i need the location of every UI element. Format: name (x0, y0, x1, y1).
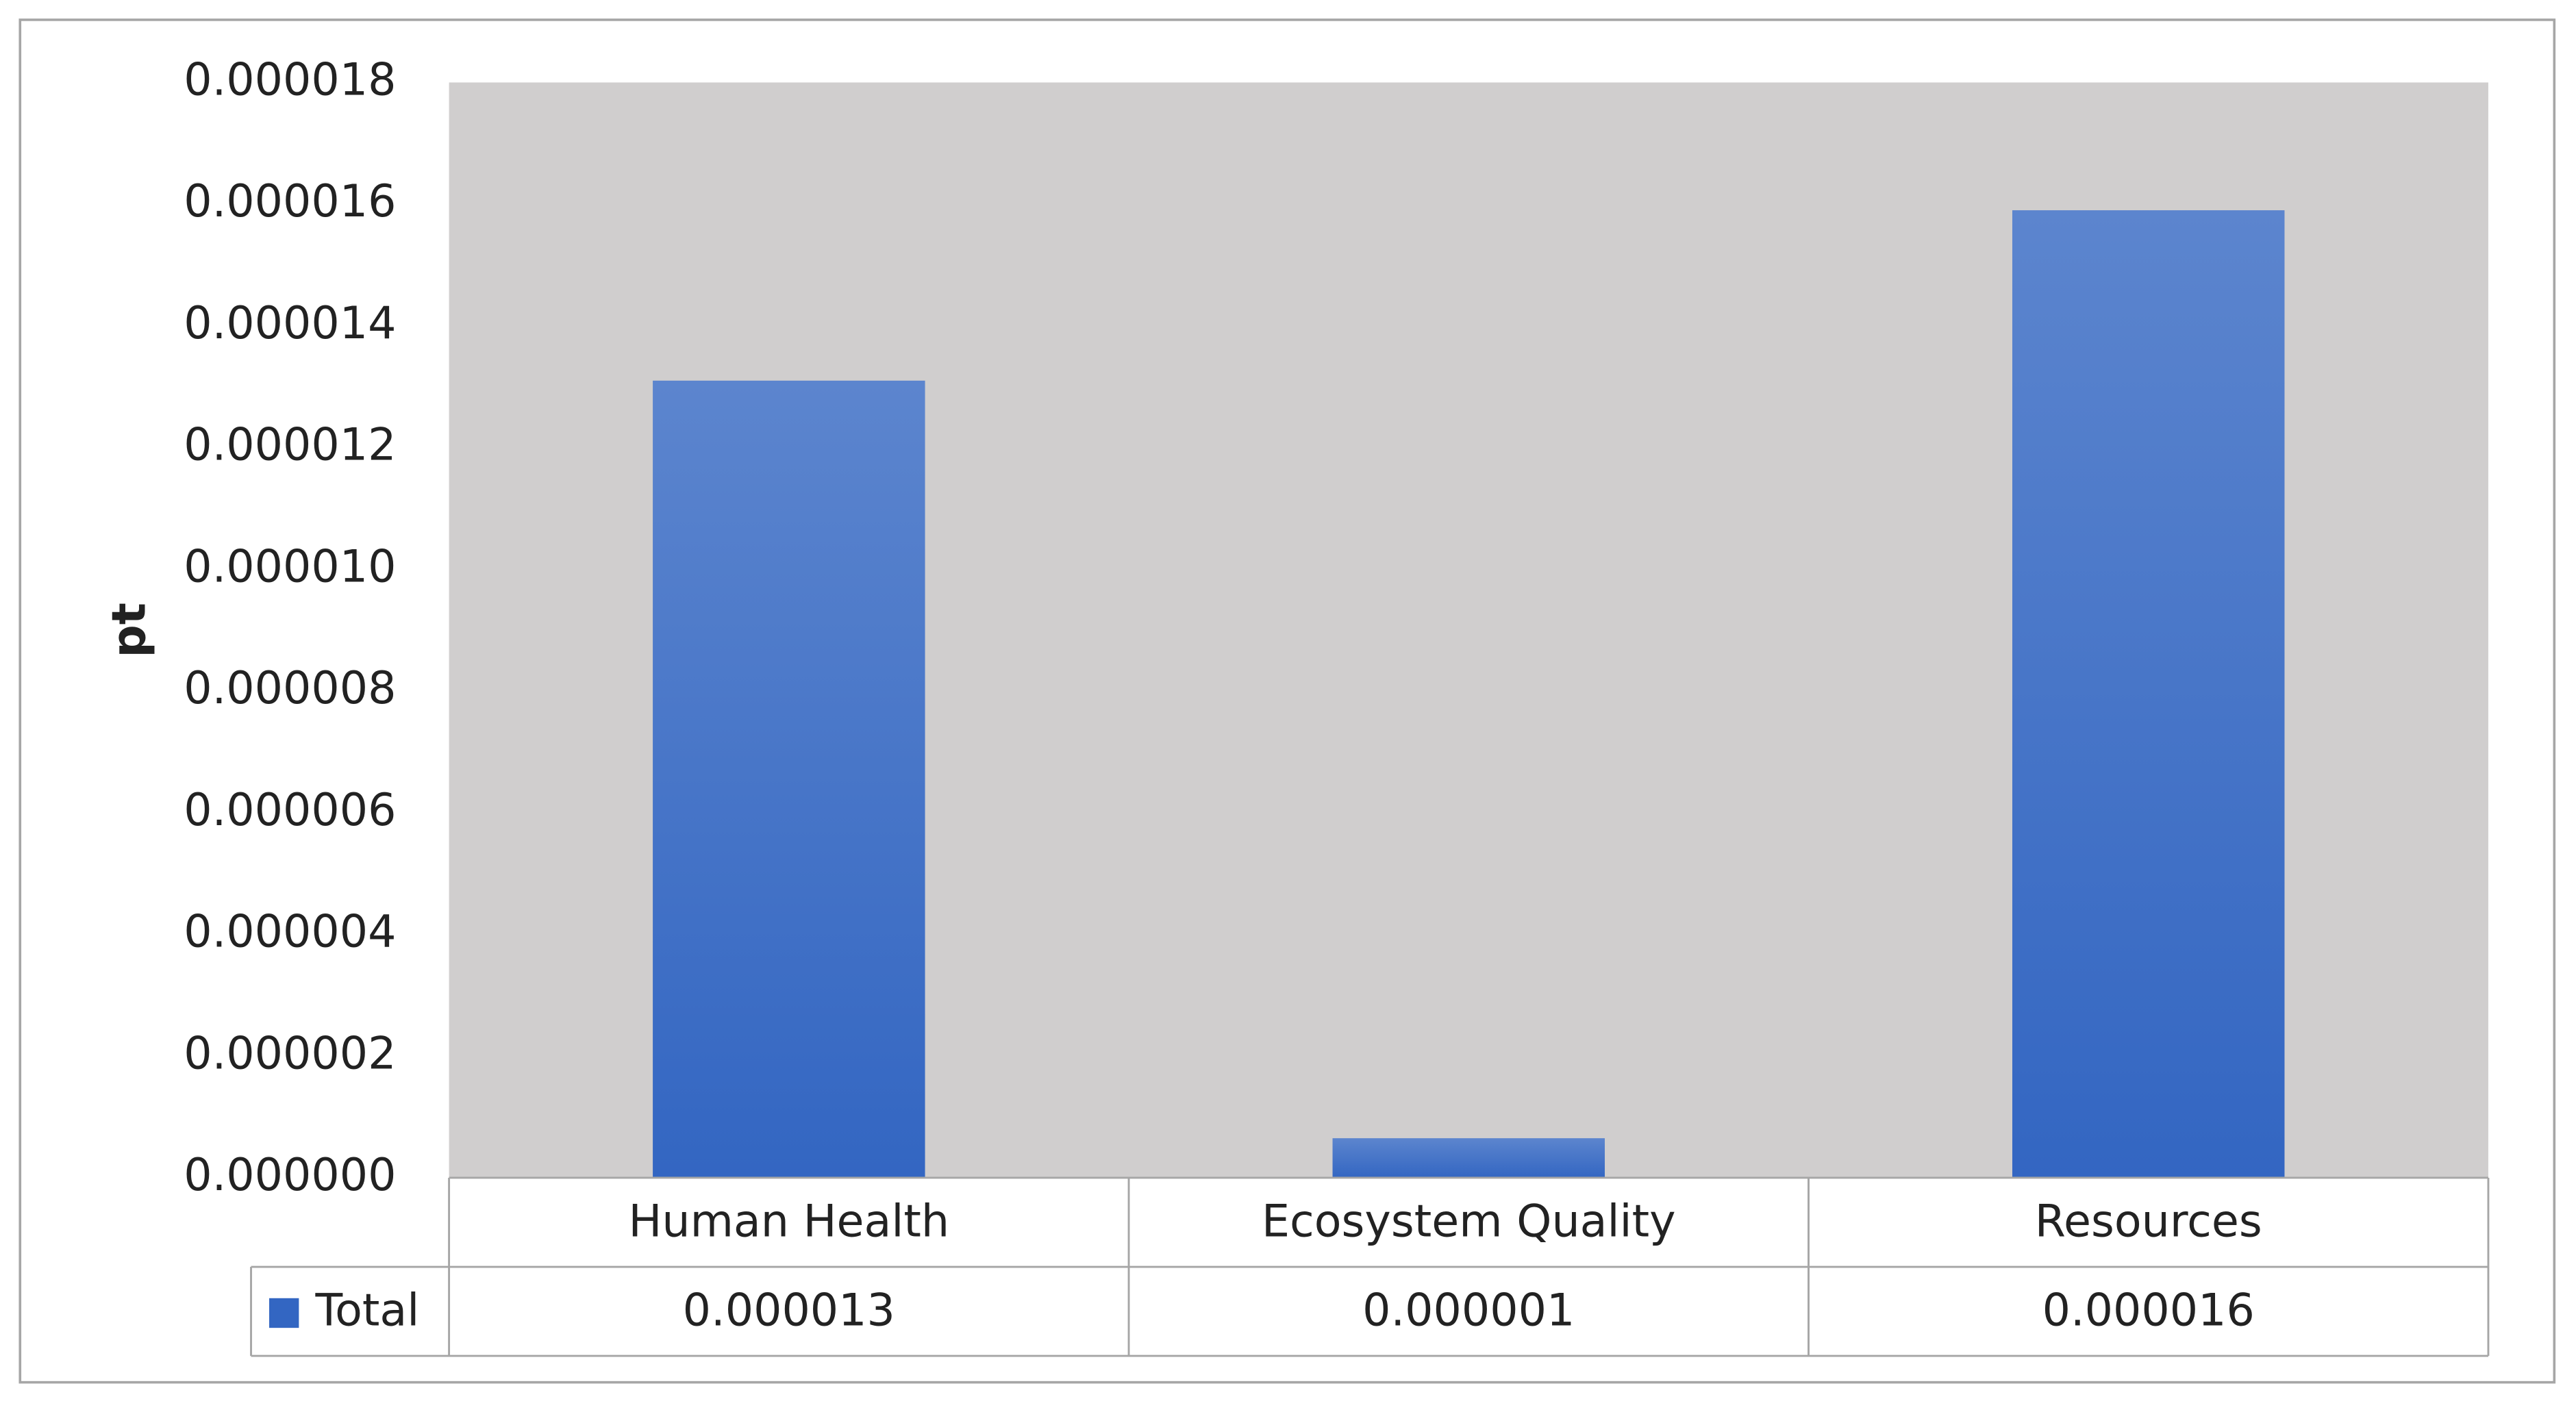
x-tick-label: Ecosystem Quality (1262, 1196, 1676, 1247)
bar (653, 380, 925, 1178)
data-table-value: 0.000013 (683, 1285, 895, 1337)
y-tick-label: 0.000010 (184, 541, 396, 592)
data-table-value: 0.000001 (1362, 1285, 1575, 1337)
y-tick-label: 0.000012 (184, 420, 396, 471)
legend-swatch (269, 1298, 299, 1328)
bar (1332, 1138, 1605, 1178)
x-tick-label: Resources (2035, 1196, 2262, 1247)
y-tick-label: 0.000006 (184, 785, 396, 836)
data-table-value: 0.000016 (2042, 1285, 2255, 1337)
y-axis-title: pt (102, 603, 156, 658)
bar (2012, 210, 2285, 1178)
y-tick-label: 0.000000 (184, 1150, 396, 1201)
y-tick-label: 0.000016 (184, 176, 396, 227)
y-tick-label: 0.000002 (184, 1028, 396, 1079)
y-tick-label: 0.000014 (184, 298, 396, 349)
y-tick-label: 0.000004 (184, 907, 396, 958)
y-tick-label: 0.000008 (184, 663, 396, 714)
x-tick-label: Human Health (628, 1196, 949, 1247)
legend-label: Total (314, 1285, 419, 1337)
y-tick-label: 0.000018 (184, 55, 396, 106)
